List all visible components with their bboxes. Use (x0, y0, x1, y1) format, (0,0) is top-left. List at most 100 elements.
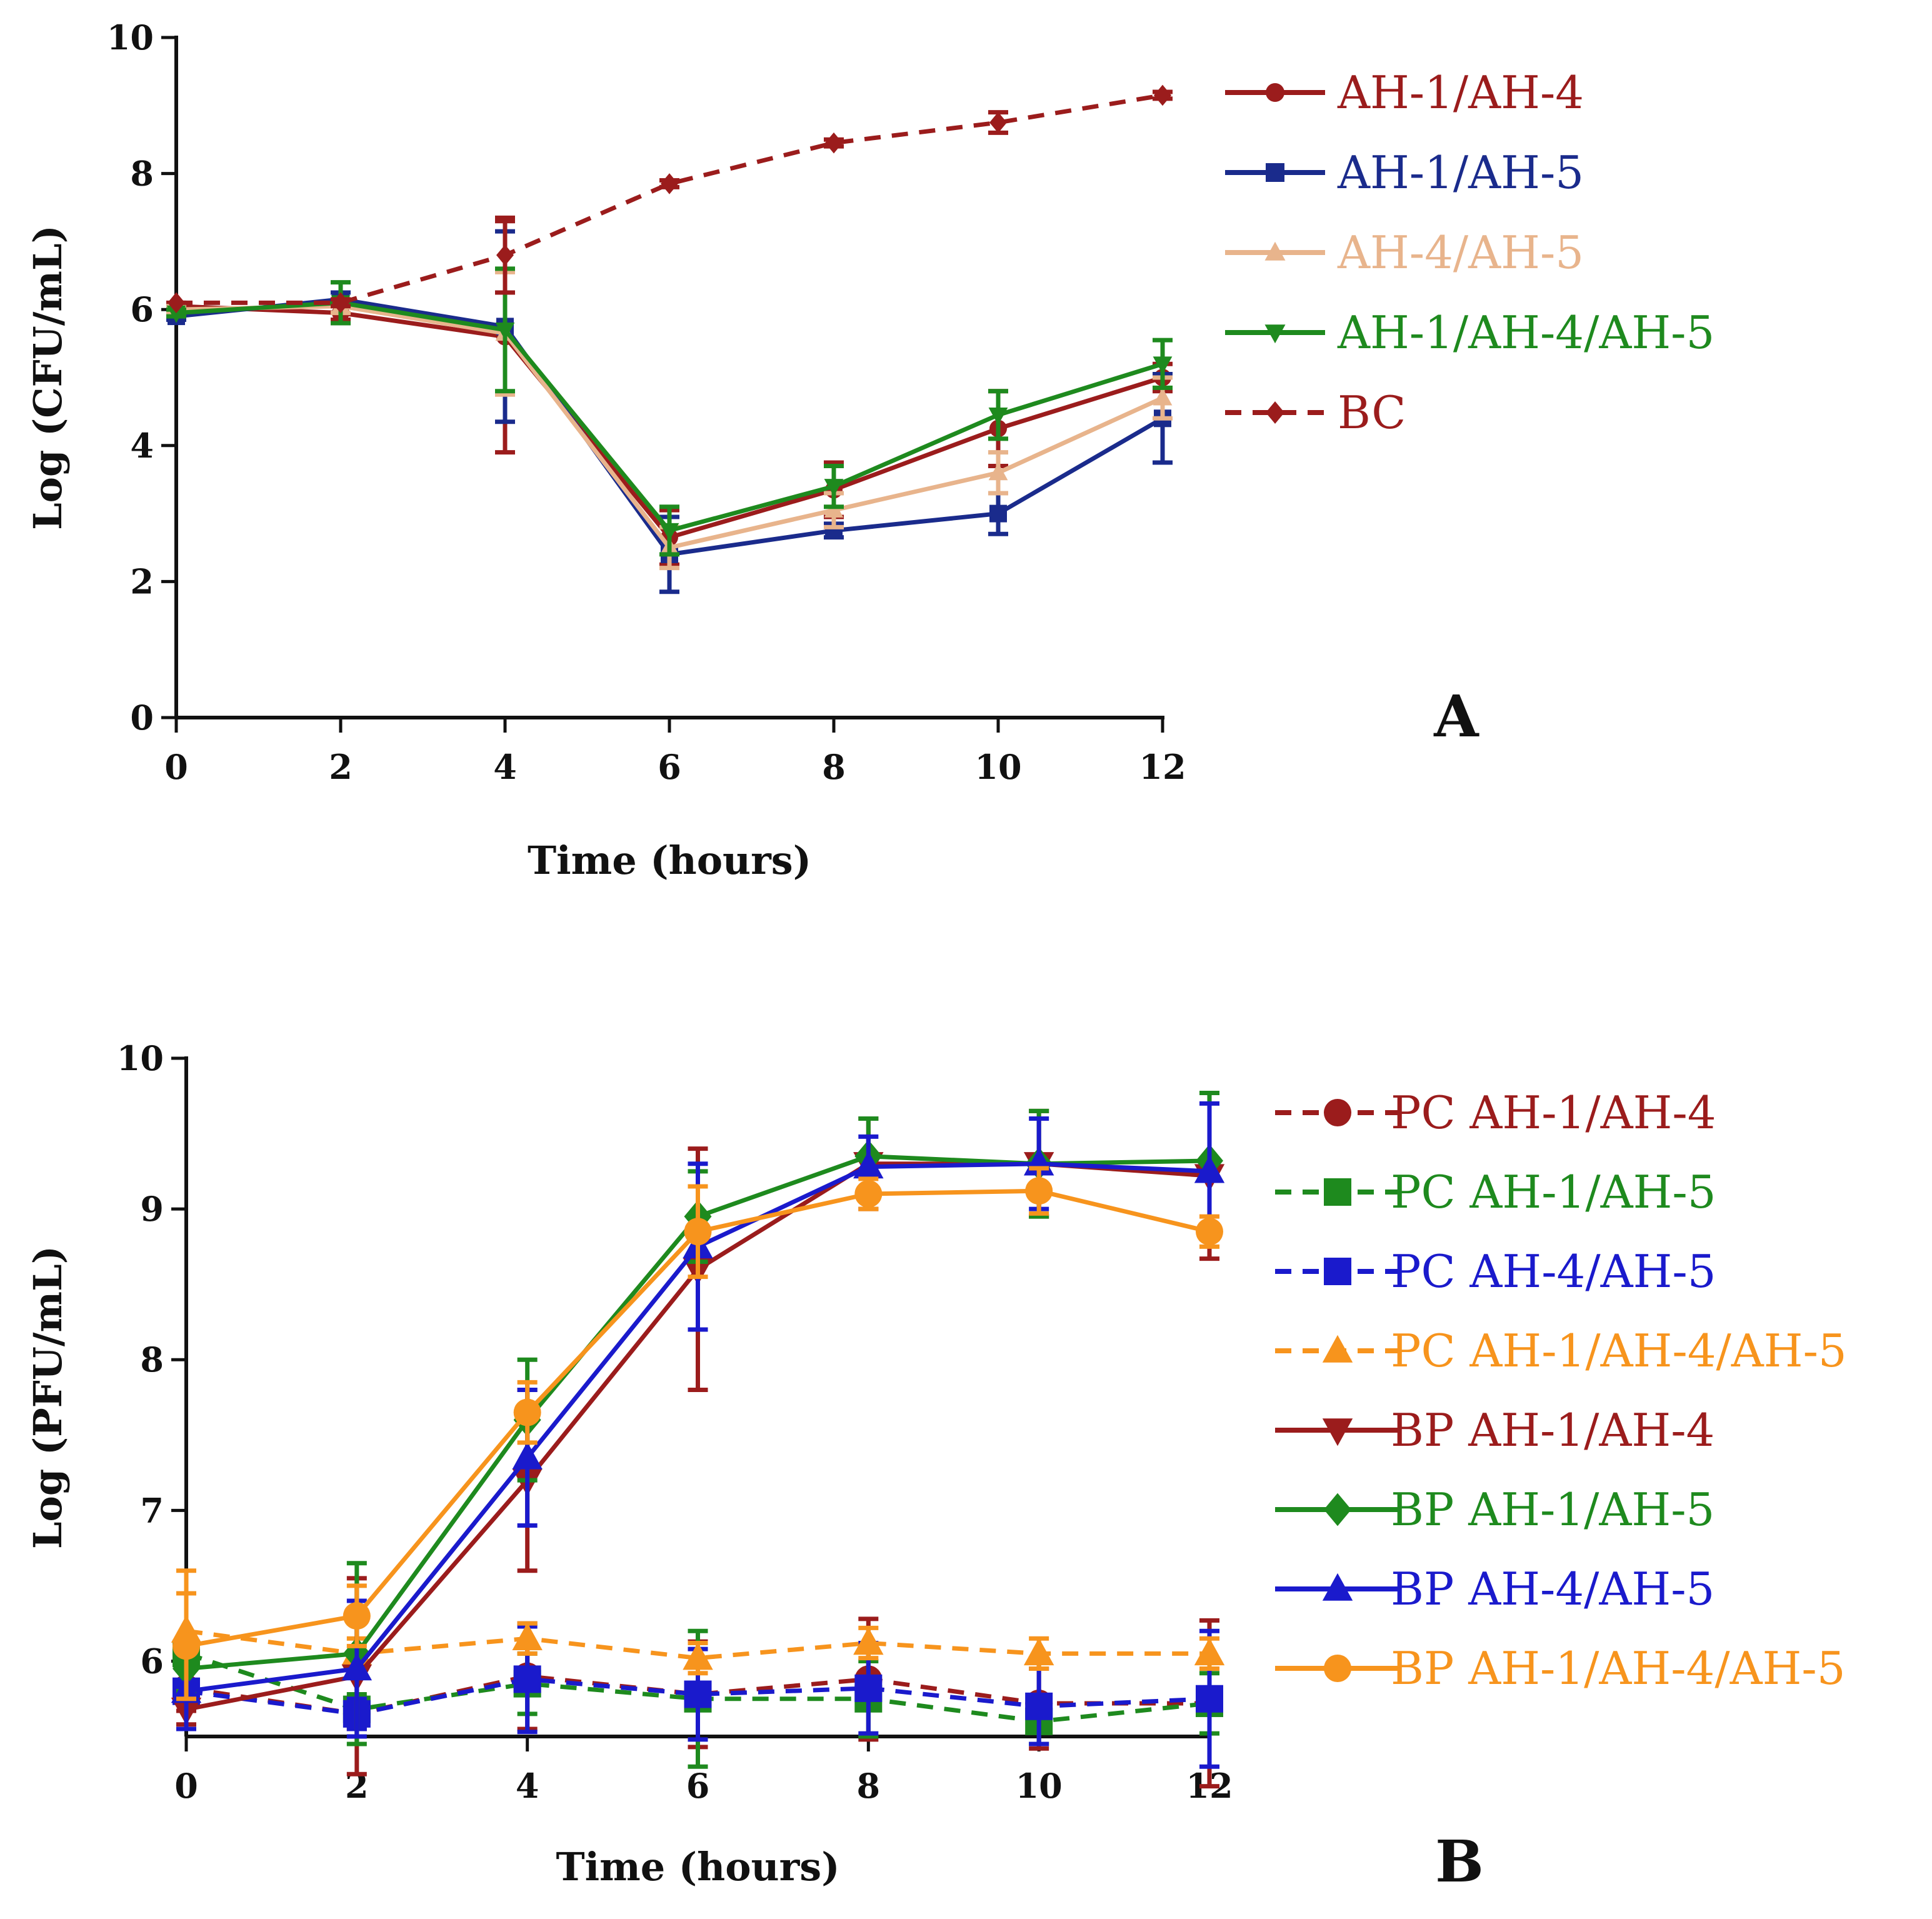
chart-b-point-pc-ah-4-ah-5-12 (1196, 1685, 1223, 1713)
chart-b-y-tick-label-6: 6 (140, 1641, 164, 1681)
chart-b-legend-marker-bp-ah-1-ah-4 (1322, 1418, 1353, 1446)
chart-a-x-tick-label-0: 0 (164, 747, 188, 787)
chart-b-point-pc-ah-1-ah-4-ah-5-10 (1023, 1638, 1054, 1666)
chart-a-legend-label-ah-1-ah-4-ah-5: AH-1/AH-4/AH-5 (1337, 306, 1714, 359)
chart-a-legend-item-ah-4-ah-5: AH-4/AH-5 (1225, 226, 1584, 279)
chart-a-legend-item-bc: BC (1225, 386, 1406, 439)
chart-b-legend-label-bp-ah-1-ah-4: BP AH-1/AH-4 (1391, 1404, 1714, 1456)
chart-b-point-pc-ah-1-ah-4-ah-5-6 (683, 1642, 713, 1670)
chart-a-legend-item-ah-1-ah-4-ah-5: AH-1/AH-4/AH-5 (1225, 306, 1714, 359)
chart-a-legend-label-ah-1-ah-4: AH-1/AH-4 (1337, 66, 1584, 119)
chart-b-x-axis-title: Time (hours) (556, 1844, 839, 1890)
chart-b-series-bp-ah-1-ah-4-ah-5 (173, 1166, 1223, 1701)
chart-a-point-bc-2 (332, 292, 349, 314)
chart-a-x-tick-label-2: 2 (329, 747, 353, 787)
chart-b-legend-marker-bp-ah-4-ah-5 (1322, 1573, 1353, 1601)
chart-b-legend-item-bp-ah-4-ah-5: BP AH-4/AH-5 (1275, 1563, 1714, 1615)
chart-b-point-pc-ah-4-ah-5-10 (1025, 1692, 1053, 1720)
chart-b-point-bp-ah-1-ah-4-ah-5-10 (1025, 1177, 1053, 1205)
chart-b-legend-label-pc-ah-1-ah-5: PC AH-1/AH-5 (1391, 1166, 1716, 1218)
chart-a-x-tick-label-12: 12 (1139, 747, 1186, 787)
chart-b-point-bp-ah-4-ah-5-12 (1194, 1155, 1225, 1183)
chart-a-y-tick-label-10: 10 (107, 18, 154, 58)
chart-a-legend: AH-1/AH-4 AH-1/AH-5 AH-4/AH-5 AH-1/AH-4/AH-… (1225, 66, 1714, 439)
chart-b-series-group (171, 1090, 1225, 1789)
chart-b-legend-marker-bp-ah-1-ah-5 (1324, 1493, 1351, 1526)
chart-a-x-tick-label-8: 8 (822, 747, 846, 787)
chart-a-point-ah-1-ah-4-ah-5-12 (1153, 356, 1173, 374)
chart-b-legend-item-pc-ah-1-ah-5: PC AH-1/AH-5 (1275, 1166, 1716, 1218)
chart-b-x-tick-label-8: 8 (857, 1766, 881, 1806)
chart-a-y-tick-label-0: 0 (130, 698, 154, 738)
chart-b-y-tick-label-7: 7 (140, 1490, 164, 1530)
chart-a-point-ah-4-ah-5-10 (988, 463, 1008, 481)
chart-a-x-tick-label-6: 6 (658, 747, 681, 787)
chart-b-point-pc-ah-4-ah-5-4 (513, 1665, 541, 1693)
chart-b-y-tick-label-9: 9 (140, 1189, 164, 1229)
chart-b-legend-item-pc-ah-1-ah-4-ah-5: PC AH-1/AH-4/AH-5 (1275, 1325, 1847, 1377)
chart-a-point-ah-1-ah-4-ah-5-6 (659, 523, 679, 541)
chart-b-x-tick-label-10: 10 (1016, 1766, 1063, 1806)
chart-a-point-ah-1-ah-4-ah-5-8 (824, 479, 844, 497)
chart-a-legend-marker-ah-1-ah-4-ah-5 (1264, 324, 1286, 344)
chart-b-point-bp-ah-1-ah-4-ah-5-8 (854, 1180, 883, 1208)
chart-a-legend-item-ah-1-ah-5: AH-1/AH-5 (1225, 146, 1584, 199)
chart-a-legend-marker-ah-4-ah-5 (1264, 241, 1286, 261)
chart-a-point-ah-1-ah-4-ah-5-0 (166, 305, 186, 323)
chart-b-legend-item-pc-ah-1-ah-4: PC AH-1/AH-4 (1275, 1086, 1716, 1139)
chart-b-legend-marker-bp-ah-1-ah-4-ah-5 (1324, 1655, 1351, 1682)
chart-b-point-bp-ah-4-ah-5-8 (853, 1151, 884, 1179)
chart-b-legend-item-bp-ah-1-ah-4: BP AH-1/AH-4 (1275, 1404, 1714, 1456)
chart-b-legend-marker-pc-ah-4-ah-5 (1324, 1258, 1351, 1285)
chart-b-legend-label-bp-ah-1-ah-5: BP AH-1/AH-5 (1391, 1483, 1714, 1536)
chart-b-legend-label-pc-ah-4-ah-5: PC AH-4/AH-5 (1391, 1245, 1716, 1298)
chart-a-series-bc (168, 84, 1173, 314)
chart-b-legend: PC AH-1/AH-4 PC AH-1/AH-5 PC AH-4/AH-5 PC A… (1275, 1086, 1847, 1695)
chart-a-x-tick-label-10: 10 (974, 747, 1021, 787)
chart-b-point-pc-ah-1-ah-4-ah-5-8 (853, 1627, 884, 1655)
chart-a-point-bc-12 (1154, 84, 1171, 106)
chart-b-legend-item-bp-ah-1-ah-5: BP AH-1/AH-5 (1275, 1483, 1714, 1536)
chart-b-point-bp-ah-1-ah-4-ah-5-4 (513, 1398, 541, 1426)
chart-a-legend-label-ah-4-ah-5: AH-4/AH-5 (1337, 226, 1584, 279)
chart-a-legend-marker-ah-1-ah-4 (1266, 83, 1284, 102)
chart-a-point-ah-1-ah-4-ah-5-10 (988, 407, 1008, 425)
chart-b-y-tick-label-8: 8 (140, 1340, 164, 1380)
chart-b-panel-label: B (1435, 1828, 1484, 1895)
chart-b-legend-marker-pc-ah-1-ah-5 (1324, 1178, 1351, 1206)
chart-panel-a: 0 2 4 6 8 10 12 0 2 4 6 8 10 Time (hours) Log (CFU/m… (25, 18, 1714, 883)
chart-b-x-tick-label-4: 4 (516, 1766, 539, 1806)
chart-a-series-group (166, 84, 1173, 594)
chart-b-y-axis-title: Log (PFU/mL) (25, 1246, 71, 1549)
chart-b-point-bp-ah-1-ah-4-ah-5-12 (1196, 1218, 1223, 1246)
chart-b-point-bp-ah-4-ah-5-2 (341, 1653, 373, 1681)
chart-b-legend-item-pc-ah-4-ah-5: PC AH-4/AH-5 (1275, 1245, 1716, 1298)
chart-b-legend-marker-pc-ah-1-ah-4-ah-5 (1322, 1335, 1353, 1363)
chart-a-point-bc-10 (989, 112, 1007, 133)
chart-a-panel-label: A (1433, 683, 1479, 750)
chart-b-point-bp-ah-1-ah-4-ah-5-2 (343, 1602, 371, 1630)
chart-a-point-ah-1-ah-5-10 (989, 504, 1007, 523)
chart-b-legend-label-bp-ah-4-ah-5: BP AH-4/AH-5 (1391, 1563, 1714, 1615)
chart-b-legend-label-bp-ah-1-ah-4-ah-5: BP AH-1/AH-4/AH-5 (1391, 1642, 1846, 1695)
chart-a-x-tick-label-4: 4 (493, 747, 517, 787)
chart-a-point-bc-6 (661, 173, 678, 194)
chart-a-x-axis-title: Time (hours) (528, 838, 811, 883)
chart-b-legend-label-pc-ah-1-ah-4: PC AH-1/AH-4 (1391, 1086, 1716, 1139)
chart-a-y-tick-label-8: 8 (130, 154, 154, 194)
chart-a-y-tick-label-4: 4 (130, 426, 154, 466)
chart-a-axes: 0 2 4 6 8 10 12 0 2 4 6 8 10 (107, 18, 1186, 787)
chart-a-point-bc-4 (496, 244, 514, 266)
chart-a-legend-marker-ah-1-ah-5 (1266, 163, 1284, 182)
chart-b-point-pc-ah-4-ah-5-6 (684, 1680, 712, 1708)
chart-b-point-bp-ah-1-ah-4-ah-5-0 (173, 1632, 200, 1660)
chart-b-y-tick-label-10: 10 (117, 1038, 164, 1078)
chart-a-point-bc-8 (825, 132, 843, 154)
chart-a-legend-label-ah-1-ah-5: AH-1/AH-5 (1337, 146, 1584, 199)
chart-b-point-pc-ah-4-ah-5-8 (854, 1674, 883, 1702)
chart-a-y-tick-label-2: 2 (130, 561, 154, 601)
chart-b-point-bp-ah-4-ah-5-4 (512, 1441, 543, 1470)
chart-b-x-tick-label-0: 0 (174, 1766, 198, 1806)
chart-a-point-bc-0 (168, 292, 185, 314)
